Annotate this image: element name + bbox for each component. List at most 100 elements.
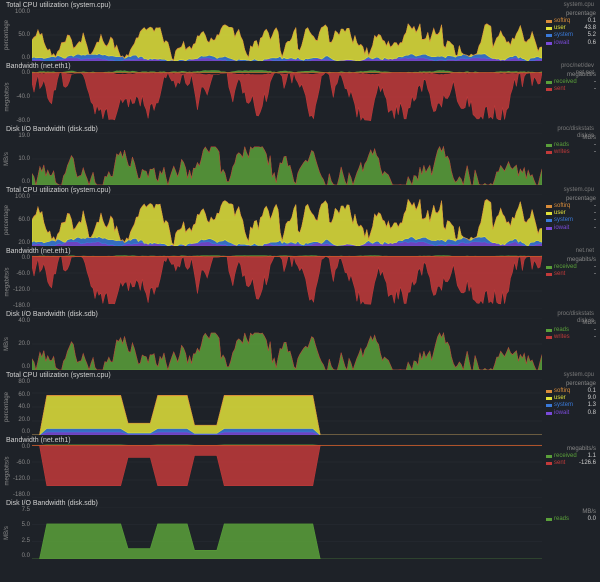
legend-item[interactable]: softirq-: [546, 203, 596, 210]
y-axis-ticks: 0.0-40.0-80.0: [14, 70, 32, 124]
panel-meta: net.net: [576, 248, 594, 255]
chart-panel: Disk I/O Bandwidth (disk.sdb)MB/s7.55.02…: [0, 498, 600, 559]
chart-plot[interactable]: [32, 507, 542, 559]
panel-title: Bandwidth (net.eth1): [0, 61, 600, 70]
legend-item[interactable]: iowait0.6: [546, 40, 596, 47]
chart-plot[interactable]: [32, 70, 542, 124]
chart-plot[interactable]: [32, 194, 542, 246]
legend-value: 0.0: [582, 516, 596, 523]
legend-item[interactable]: writes-: [546, 334, 596, 341]
legend-name: system: [554, 32, 573, 39]
legend-value: -: [582, 149, 596, 156]
legend-value: -: [582, 210, 596, 217]
chart-legend: percentagesoftirq0.1user43.8system5.2iow…: [542, 9, 600, 61]
chart-plot[interactable]: [32, 9, 542, 61]
legend-value: 0.1: [582, 388, 596, 395]
y-tick-label: 40.0: [18, 404, 30, 410]
legend-swatch: [546, 151, 552, 154]
legend-item[interactable]: sent-: [546, 86, 596, 93]
legend-unit: megabits/s: [546, 257, 596, 263]
chart-plot[interactable]: [32, 444, 542, 498]
panel-meta: system.cpu: [564, 372, 594, 379]
legend-unit: percentage: [546, 381, 596, 387]
panel-title: Total CPU utilization (system.cpu): [0, 0, 600, 9]
legend-item[interactable]: reads-: [546, 142, 596, 149]
y-tick-label: -120.0: [13, 287, 30, 293]
legend-swatch: [546, 404, 552, 407]
legend-swatch: [546, 273, 552, 276]
chart-wrap: MB/s40.020.00.0MB/sreads-writes-: [0, 318, 600, 370]
legend-name: user: [554, 25, 566, 32]
y-tick-label: 19.0: [18, 133, 30, 139]
legend-swatch: [546, 266, 552, 269]
chart-wrap: megabits/s0.0-40.0-80.0megabits/sreceive…: [0, 70, 600, 124]
legend-item[interactable]: user -: [546, 210, 596, 217]
legend-name: iowait: [554, 410, 569, 417]
legend-value: -126.6: [579, 460, 596, 467]
y-axis-label: percentage: [0, 9, 14, 61]
legend-swatch: [546, 20, 552, 23]
legend-item[interactable]: writes-: [546, 149, 596, 156]
chart-wrap: MB/s7.55.02.50.0MB/sreads0.0: [0, 507, 600, 559]
y-tick-label: -60.0: [16, 271, 30, 277]
y-tick-label: 20.0: [18, 341, 30, 347]
y-tick-label: 100.0: [15, 9, 30, 15]
legend-name: system: [554, 217, 573, 224]
y-tick-label: -60.0: [16, 460, 30, 466]
legend-name: sent: [554, 271, 565, 278]
chart-wrap: percentage100.050.00.0percentagesoftirq0…: [0, 9, 600, 61]
legend-item[interactable]: system1.3: [546, 402, 596, 409]
legend-name: writes: [554, 334, 570, 341]
chart-plot[interactable]: [32, 379, 542, 435]
y-axis-label: percentage: [0, 194, 14, 246]
legend-name: reads: [554, 516, 569, 523]
chart-plot[interactable]: [32, 133, 542, 185]
legend-item[interactable]: reads-: [546, 327, 596, 334]
legend-name: softirq: [554, 18, 570, 25]
y-axis-label: MB/s: [0, 507, 14, 559]
chart-plot[interactable]: [32, 255, 542, 309]
chart-legend: megabits/sreceived-sent -: [542, 255, 600, 309]
legend-item[interactable]: reads 0.0: [546, 516, 596, 523]
legend-item[interactable]: system5.2: [546, 32, 596, 39]
legend-swatch: [546, 219, 552, 222]
legend-item[interactable]: softirq0.1: [546, 18, 596, 25]
chart-panel: Total CPU utilization (system.cpu) system…: [0, 0, 600, 61]
y-tick-label: 80.0: [18, 379, 30, 385]
legend-name: user: [554, 210, 566, 217]
y-tick-label: -120.0: [13, 476, 30, 482]
legend-item[interactable]: received-: [546, 264, 596, 271]
y-axis-ticks: 0.0-60.0-120.0-180.0: [14, 255, 32, 309]
legend-item[interactable]: softirq 0.1: [546, 388, 596, 395]
legend-item[interactable]: system-: [546, 217, 596, 224]
chart-series: [32, 445, 542, 485]
chart-plot[interactable]: [32, 318, 542, 370]
legend-item[interactable]: sent -: [546, 271, 596, 278]
y-axis-ticks: 80.060.040.020.00.0: [14, 379, 32, 435]
legend-value: -: [582, 271, 596, 278]
y-tick-label: 0.0: [22, 70, 30, 76]
chart-legend: MB/sreads-writes-: [542, 133, 600, 185]
legend-value: 1.1: [582, 453, 596, 460]
y-axis-ticks: 100.060.020.0: [14, 194, 32, 246]
legend-item[interactable]: received1.1: [546, 453, 596, 460]
legend-swatch: [546, 462, 552, 465]
y-axis-label: percentage: [0, 379, 14, 435]
legend-value: -: [582, 225, 596, 232]
legend-name: reads: [554, 142, 569, 149]
legend-item[interactable]: sent-126.6: [546, 460, 596, 467]
legend-name: softirq: [554, 388, 570, 395]
legend-swatch: [546, 81, 552, 84]
legend-unit: megabits/s: [546, 446, 596, 452]
panel-title: Disk I/O Bandwidth (disk.sdb): [0, 309, 600, 318]
legend-item[interactable]: user43.8: [546, 25, 596, 32]
legend-item[interactable]: received-: [546, 79, 596, 86]
legend-item[interactable]: iowait0.8: [546, 410, 596, 417]
legend-item[interactable]: iowait-: [546, 225, 596, 232]
y-axis-ticks: 40.020.00.0: [14, 318, 32, 370]
y-axis-label: MB/s: [0, 133, 14, 185]
legend-item[interactable]: user9.0: [546, 395, 596, 402]
legend-swatch: [546, 518, 552, 521]
panel-title: Disk I/O Bandwidth (disk.sdb): [0, 124, 600, 133]
legend-value: -: [582, 327, 596, 334]
